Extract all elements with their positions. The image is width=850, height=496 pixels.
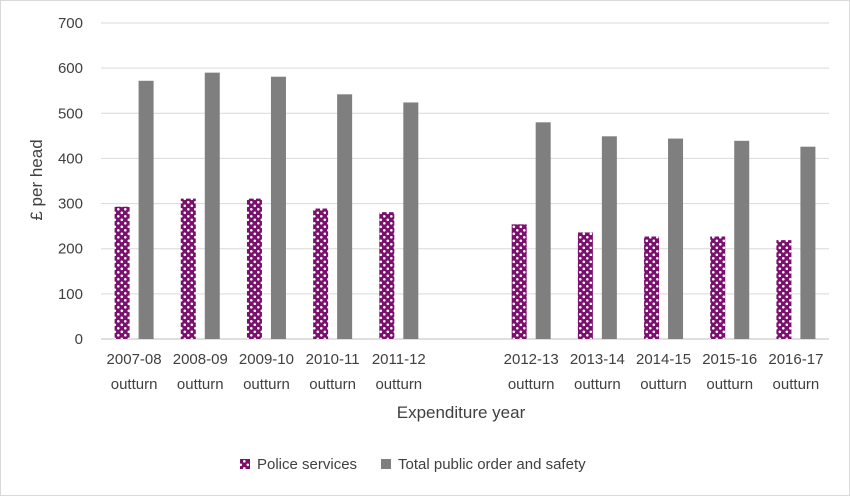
y-tick-label: 600	[58, 60, 83, 77]
y-tick-label: 0	[75, 331, 83, 348]
x-axis-category-labels: 2007-08 outturn 2008-09 outturn 2009-10 outtu…	[107, 351, 824, 393]
bar-police-services	[313, 208, 329, 339]
x-category-sublabel: outturn	[111, 376, 158, 393]
bar-police-services	[644, 236, 660, 339]
bar-police-services	[246, 198, 262, 339]
bar-total-public-order	[601, 136, 617, 339]
bar-total-public-order	[337, 94, 353, 339]
bar-police-services	[577, 232, 593, 339]
x-category-sublabel: outturn	[508, 376, 555, 393]
bar-total-public-order	[204, 72, 220, 340]
y-tick-label: 400	[58, 150, 83, 167]
y-tick-label: 100	[58, 286, 83, 303]
y-tick-label: 200	[58, 241, 83, 258]
bar-total-public-order	[734, 140, 750, 339]
x-category-sublabel: outturn	[309, 376, 356, 393]
bar-police-services	[379, 212, 395, 339]
x-category-sublabel: outturn	[177, 376, 224, 393]
bar-police-services	[776, 240, 792, 339]
x-category-label: 2014-15	[636, 351, 691, 368]
x-category-sublabel: outturn	[574, 376, 621, 393]
y-tick-label: 500	[58, 105, 83, 122]
legend-label-total-public-order: Total public order and safety	[398, 456, 586, 473]
bar-total-public-order	[403, 102, 419, 339]
x-category-sublabel: outturn	[706, 376, 753, 393]
x-category-label: 2008-09	[173, 351, 228, 368]
legend-item-police-services: Police services	[240, 456, 357, 473]
bar-total-public-order	[800, 146, 816, 339]
legend-label-police-services: Police services	[257, 456, 357, 473]
bar-police-services	[180, 198, 196, 339]
bar-police-services	[511, 224, 527, 339]
bar-total-public-order	[668, 138, 684, 339]
bars	[114, 72, 816, 340]
gridlines	[101, 22, 829, 340]
legend-item-total-public-order: Total public order and safety	[381, 456, 586, 473]
bar-total-public-order	[138, 80, 154, 339]
x-category-label: 2007-08	[107, 351, 162, 368]
x-category-sublabel: outturn	[773, 376, 820, 393]
bar-total-public-order	[535, 122, 551, 339]
x-category-sublabel: outturn	[375, 376, 422, 393]
x-category-label: 2013-14	[570, 351, 625, 368]
x-category-sublabel: outturn	[243, 376, 290, 393]
bar-police-services	[114, 206, 130, 339]
legend-swatch-total-public-order	[381, 459, 391, 469]
legend: Police services Total public order and s…	[240, 456, 586, 473]
bar-police-services	[710, 236, 726, 339]
bar-total-public-order	[270, 76, 286, 339]
y-tick-label: 700	[58, 15, 83, 32]
x-category-sublabel: outturn	[640, 376, 687, 393]
x-category-label: 2016-17	[768, 351, 823, 368]
legend-swatch-police-services	[240, 459, 250, 469]
x-category-label: 2011-12	[372, 351, 426, 368]
x-category-label: 2012-13	[504, 351, 559, 368]
y-axis-tick-labels: 0 100 200 300 400 500 600 700	[58, 15, 83, 348]
x-category-label: 2010-11	[306, 351, 360, 368]
x-category-label: 2015-16	[702, 351, 757, 368]
y-axis-title: £ per head	[27, 139, 46, 220]
x-category-label: 2009-10	[239, 351, 294, 368]
y-tick-label: 300	[58, 196, 83, 213]
x-axis-title: Expenditure year	[397, 403, 526, 422]
